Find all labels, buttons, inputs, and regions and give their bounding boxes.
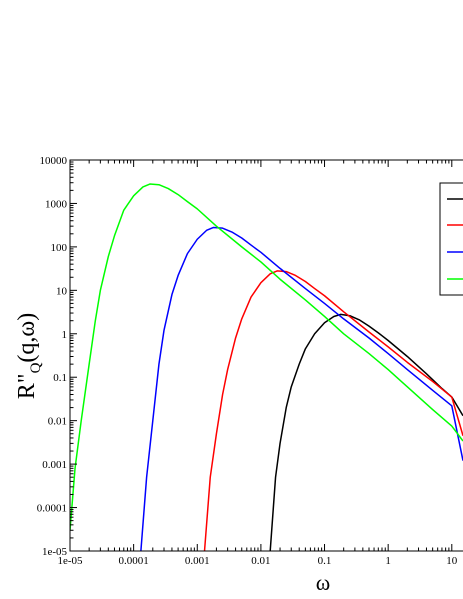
x-tick-label: 0.0001 xyxy=(119,555,149,567)
x-axis-label: ω xyxy=(316,570,330,595)
tick-labels: 1e-05 0.0001 0.001 0.01 0.1 1 10 1e-05 0.0001 0.0… xyxy=(37,155,458,567)
legend-box xyxy=(439,182,463,296)
y-tick-label: 1 xyxy=(62,329,68,341)
y-axis-label-main: R" xyxy=(14,373,40,399)
series-line-black xyxy=(269,313,463,551)
y-tick-label: 1000 xyxy=(45,198,68,210)
x-tick-label: 0.001 xyxy=(185,555,210,567)
y-tick-label: 0.1 xyxy=(53,372,67,384)
ticks xyxy=(69,159,453,552)
y-axis-label: R"Q(q,ω) xyxy=(14,313,44,399)
series-line-green xyxy=(70,183,463,531)
y-axis-label-sub: Q xyxy=(28,362,44,373)
series-line-red xyxy=(203,270,463,551)
y-tick-label: 10000 xyxy=(40,155,68,167)
plot-frame xyxy=(69,159,463,552)
legend xyxy=(439,182,463,296)
plot-lines xyxy=(70,183,463,551)
y-tick-label: 100 xyxy=(51,242,68,254)
x-tick-label: 1 xyxy=(385,555,391,567)
y-tick-label: 10 xyxy=(56,285,68,297)
x-tick-label: 0.1 xyxy=(318,555,332,567)
series-line-blue xyxy=(140,226,463,551)
x-tick-label: 0.01 xyxy=(251,555,270,567)
y-tick-label: 1e-05 xyxy=(42,546,68,558)
y-tick-label: 0.0001 xyxy=(37,503,67,515)
y-tick-label: 0.001 xyxy=(42,459,67,471)
x-tick-label: 1e-05 xyxy=(57,555,83,567)
x-tick-label: 10 xyxy=(446,555,458,567)
y-tick-label: 0.01 xyxy=(48,416,67,428)
y-axis-label-rest: (q,ω) xyxy=(14,313,40,363)
